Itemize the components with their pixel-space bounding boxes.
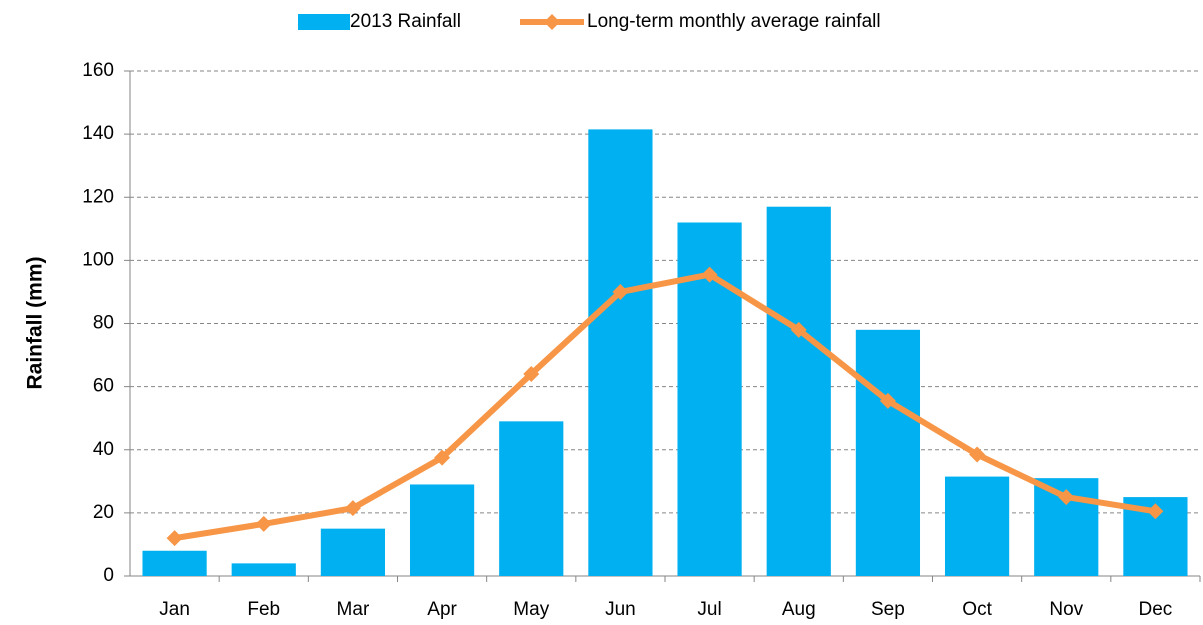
- marker: [344, 500, 361, 517]
- marker: [434, 449, 451, 466]
- bar: [231, 563, 296, 576]
- marker: [523, 366, 540, 382]
- y-tick-label: 0: [103, 565, 114, 586]
- x-tick-label: Dec: [1139, 599, 1173, 620]
- x-tick-label: Jul: [697, 599, 721, 620]
- y-tick-label: 80: [93, 313, 114, 334]
- marker: [969, 446, 986, 463]
- x-tick-label: Oct: [962, 599, 992, 620]
- line: [174, 271, 1156, 542]
- y-tick-label: 100: [82, 249, 114, 270]
- y-axis-title: Rainfall (mm): [24, 256, 47, 389]
- x-tick-label: Mar: [337, 599, 370, 620]
- x-tick-label: May: [513, 599, 549, 620]
- marker: [612, 283, 629, 300]
- bar: [320, 528, 386, 576]
- x-tick-label: Aug: [782, 599, 816, 620]
- y-tick-label: 120: [82, 186, 114, 207]
- x-tick-label: Jan: [159, 599, 190, 620]
- marker: [1058, 489, 1075, 506]
- marker: [879, 392, 896, 409]
- bar: [499, 421, 564, 576]
- bar: [588, 129, 653, 576]
- legend-swatch: [298, 14, 350, 30]
- y-tick-label: 140: [82, 123, 114, 144]
- marker: [790, 321, 807, 338]
- legend-swatch: [544, 14, 560, 30]
- bar: [944, 476, 1010, 576]
- marker: [166, 530, 183, 547]
- y-tick-label: 20: [93, 502, 114, 523]
- legend-label: 2013 Rainfall: [350, 11, 461, 32]
- x-tick-label: Apr: [427, 599, 457, 620]
- x-tick-label: Sep: [871, 599, 905, 620]
- bar: [855, 329, 921, 576]
- y-tick-label: 60: [93, 376, 114, 397]
- x-tick-label: Feb: [247, 599, 280, 620]
- marker: [701, 266, 718, 283]
- marker: [1147, 503, 1164, 520]
- y-tick-label: 160: [82, 60, 114, 81]
- marker: [255, 515, 272, 532]
- legend-label: Long-term monthly average rainfall: [587, 11, 881, 32]
- bar: [409, 484, 475, 576]
- y-tick-label: 40: [93, 439, 114, 460]
- bar: [766, 206, 831, 576]
- x-tick-label: Jun: [605, 599, 636, 620]
- x-tick-label: Nov: [1049, 599, 1083, 620]
- bar: [142, 550, 207, 576]
